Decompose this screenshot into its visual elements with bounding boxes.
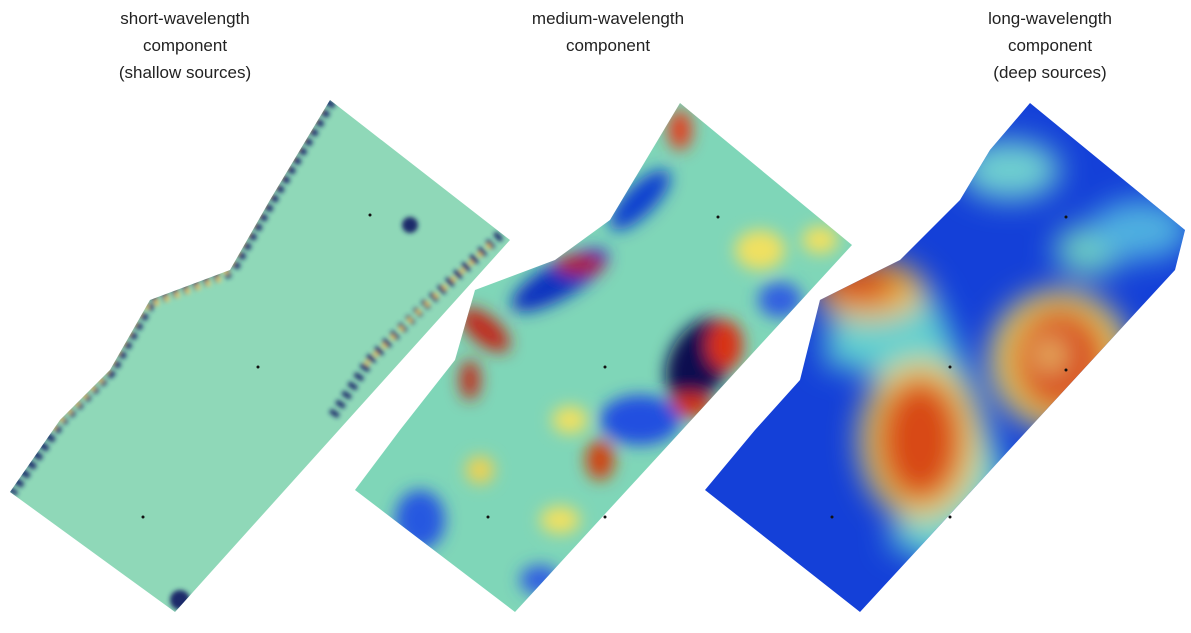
panel-title-line: component [1008, 36, 1092, 55]
figure: short-wavelength component (shallow source… [0, 0, 1191, 628]
panel-title-line: (shallow sources) [119, 63, 251, 82]
map-long [690, 90, 1190, 620]
panel-title-line: component [143, 36, 227, 55]
panel-title-line: (deep sources) [993, 63, 1106, 82]
panel-title-line: long-wavelength [988, 9, 1112, 28]
panel-title-line: short-wavelength [120, 9, 249, 28]
panel-title-line: component [566, 36, 650, 55]
panel-titles: short-wavelength component (shallow source… [119, 9, 1112, 82]
panel-title-line: medium-wavelength [532, 9, 684, 28]
